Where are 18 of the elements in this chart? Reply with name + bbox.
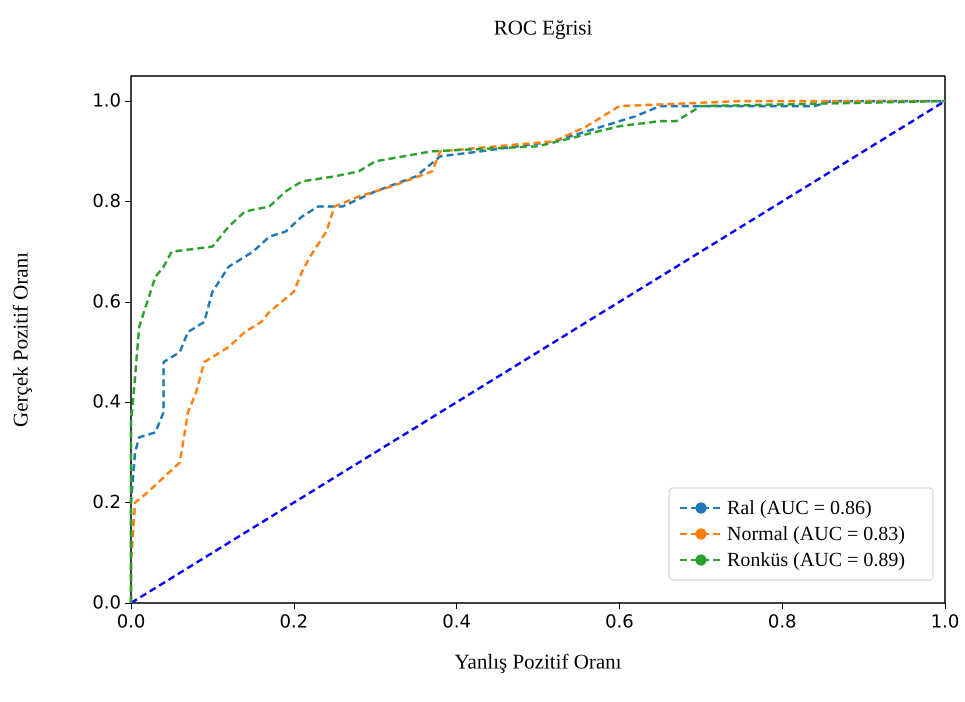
y-tick-label: 0.2 (92, 492, 121, 514)
y-tick-label: 0.6 (92, 291, 121, 312)
x-tick-label: 1.0 (930, 612, 960, 632)
chart-title: ROC Eğrisi (494, 16, 592, 40)
legend-label: Ronküs (AUC = 0.89) (727, 549, 906, 571)
legend-label: Ral (AUC = 0.86) (727, 497, 872, 519)
x-axis-title: Yanlış Pozitif Oranı (454, 650, 622, 674)
y-tick-label: 1.0 (92, 90, 121, 112)
x-tick-label: 0.2 (279, 612, 308, 632)
y-axis-title: Gerçek Pozitif Oranı (8, 252, 32, 427)
legend-label: Normal (AUC = 0.83) (727, 523, 905, 545)
y-tick-label: 0.4 (92, 392, 121, 413)
x-tick-label: 0.0 (116, 612, 146, 632)
y-tick-label: 0.0 (92, 592, 121, 614)
y-tick-label: 0.8 (92, 190, 121, 212)
x-tick-label: 0.6 (605, 612, 634, 632)
x-tick-label: 0.4 (442, 612, 471, 632)
x-tick-label: 0.8 (768, 612, 797, 632)
